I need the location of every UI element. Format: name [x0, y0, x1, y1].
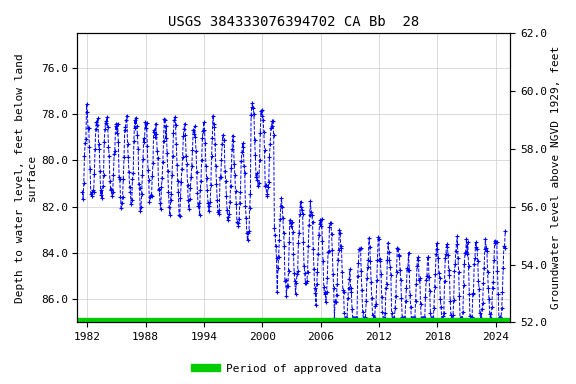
Legend: Period of approved data: Period of approved data: [191, 359, 385, 379]
Y-axis label: Groundwater level above NGVD 1929, feet: Groundwater level above NGVD 1929, feet: [551, 46, 561, 309]
Y-axis label: Depth to water level, feet below land
surface: Depth to water level, feet below land su…: [15, 53, 37, 303]
Title: USGS 384333076394702 CA Bb  28: USGS 384333076394702 CA Bb 28: [168, 15, 419, 29]
